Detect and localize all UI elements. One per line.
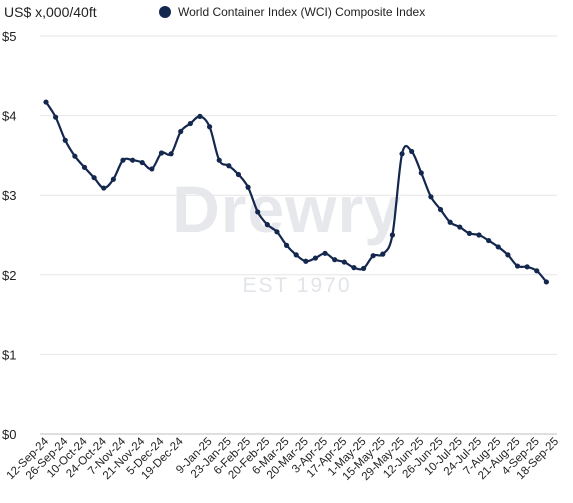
watermark-tagline: EST 1970 (242, 274, 351, 297)
y-tick-label: $0 (2, 427, 16, 442)
data-point (101, 185, 107, 191)
data-point (370, 253, 376, 259)
y-tick-label: $2 (2, 268, 16, 283)
data-point (53, 114, 59, 120)
data-point (206, 124, 213, 130)
data-point (380, 251, 386, 257)
y-tick-label: $3 (2, 188, 16, 203)
y-tick-label: $4 (2, 109, 16, 124)
data-point (476, 232, 482, 238)
data-point (360, 265, 367, 272)
data-point (322, 250, 328, 256)
y-unit-label: US$ x,000/40ft (4, 4, 97, 20)
data-point (245, 184, 251, 190)
data-point (495, 244, 501, 250)
data-point (341, 259, 347, 265)
data-point (226, 163, 232, 169)
data-point (178, 128, 184, 135)
data-point (486, 237, 492, 244)
data-point (303, 258, 309, 264)
data-point (130, 157, 136, 163)
data-point (187, 120, 193, 127)
data-point (149, 166, 155, 172)
data-point (514, 263, 521, 269)
y-tick-label: $1 (2, 347, 16, 362)
data-point (283, 242, 290, 248)
legend-label: World Container Index (WCI) Composite In… (178, 5, 425, 19)
data-point (158, 150, 165, 156)
data-point (81, 164, 88, 170)
data-point (91, 175, 97, 181)
data-point (72, 153, 78, 159)
data-point (312, 255, 319, 261)
data-point (197, 113, 203, 119)
data-point (389, 232, 396, 238)
watermark-brand: Drewry (172, 172, 402, 246)
legend-marker (159, 6, 171, 18)
data-point (428, 194, 434, 200)
data-point (168, 151, 174, 157)
data-point (43, 99, 49, 105)
y-axis: $0 $1 $2 $3 $4 $5 (2, 29, 16, 442)
x-axis: 12-Sep-2426-Sep-2410-Oct-2424-Oct-247-No… (5, 435, 561, 483)
data-point (524, 264, 530, 270)
data-point (409, 148, 415, 155)
data-point (216, 157, 222, 163)
data-point (264, 222, 270, 228)
data-point (505, 252, 511, 258)
data-point (120, 157, 126, 163)
data-point (293, 252, 299, 258)
y-tick-label: $5 (2, 29, 16, 44)
data-point (457, 224, 463, 230)
data-point (62, 137, 68, 143)
data-point (466, 230, 472, 237)
data-point (274, 229, 280, 235)
data-point (351, 265, 357, 271)
data-point (139, 159, 145, 166)
data-point (255, 209, 261, 215)
data-point (399, 151, 405, 157)
legend: World Container Index (WCI) Composite In… (159, 5, 425, 19)
watermark: Drewry EST 1970 (172, 172, 402, 297)
data-point (418, 170, 424, 176)
data-point (332, 257, 338, 263)
data-point (543, 279, 549, 285)
grid (40, 35, 557, 435)
data-point (110, 176, 116, 182)
data-point (534, 268, 540, 274)
data-point (447, 219, 453, 225)
data-point (437, 206, 444, 213)
data-point (235, 171, 242, 178)
series-wci (43, 99, 549, 285)
